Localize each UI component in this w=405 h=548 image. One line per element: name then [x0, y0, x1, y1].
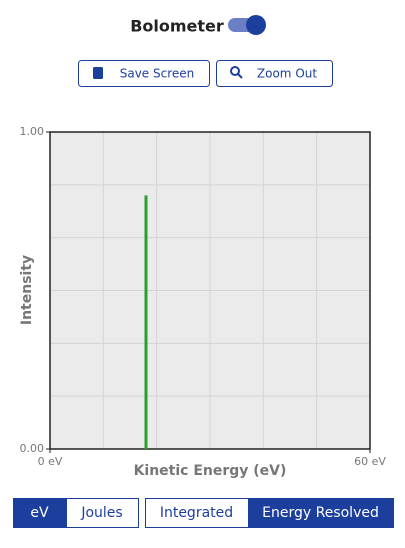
segment-button[interactable]: Energy Resolved: [248, 498, 394, 528]
y-tick-label: 0.00: [20, 442, 45, 455]
button-label: Save Screen: [120, 67, 195, 81]
save-icon: [93, 67, 103, 79]
segment-frame: [145, 498, 249, 528]
y-tick-label: 1.00: [20, 125, 45, 138]
x-tick-label: 0 eV: [38, 455, 63, 468]
segment-frame: [13, 498, 67, 528]
button-frame: [78, 60, 210, 87]
toggle-switch[interactable]: [228, 15, 266, 35]
segment-frame: [248, 498, 394, 528]
zoom-icon: [237, 73, 243, 79]
plot-frame: [49, 131, 371, 450]
save-button[interactable]: Save Screen: [78, 60, 210, 87]
segment-label: Energy Resolved: [262, 505, 379, 521]
chart: 0.00 1.00 0 eV 60 eV Kinetic Energy (eV) Inte…: [19, 125, 386, 479]
segment-button[interactable]: eV: [13, 498, 67, 528]
toggle-knob: [246, 15, 266, 35]
segmented-controls: eV Joules Integrated Energy Resolved: [13, 498, 394, 528]
x-axis-label: Kinetic Energy (eV): [134, 463, 287, 479]
button-label: Zoom Out: [257, 67, 317, 81]
x-tick-label: 60 eV: [354, 455, 386, 468]
segment-button[interactable]: Integrated: [145, 498, 249, 528]
y-axis-label: Intensity: [19, 255, 35, 325]
segment-label: Joules: [80, 505, 122, 521]
segment-label: Integrated: [160, 505, 233, 521]
segment-button[interactable]: Joules: [66, 498, 139, 528]
button-frame: [216, 60, 333, 87]
toggle-label: Bolometer: [130, 17, 224, 36]
segment-frame: [66, 498, 139, 528]
segment-label: eV: [30, 505, 49, 521]
zoom-button[interactable]: Zoom Out: [216, 60, 333, 87]
zoom-icon: [230, 66, 240, 76]
